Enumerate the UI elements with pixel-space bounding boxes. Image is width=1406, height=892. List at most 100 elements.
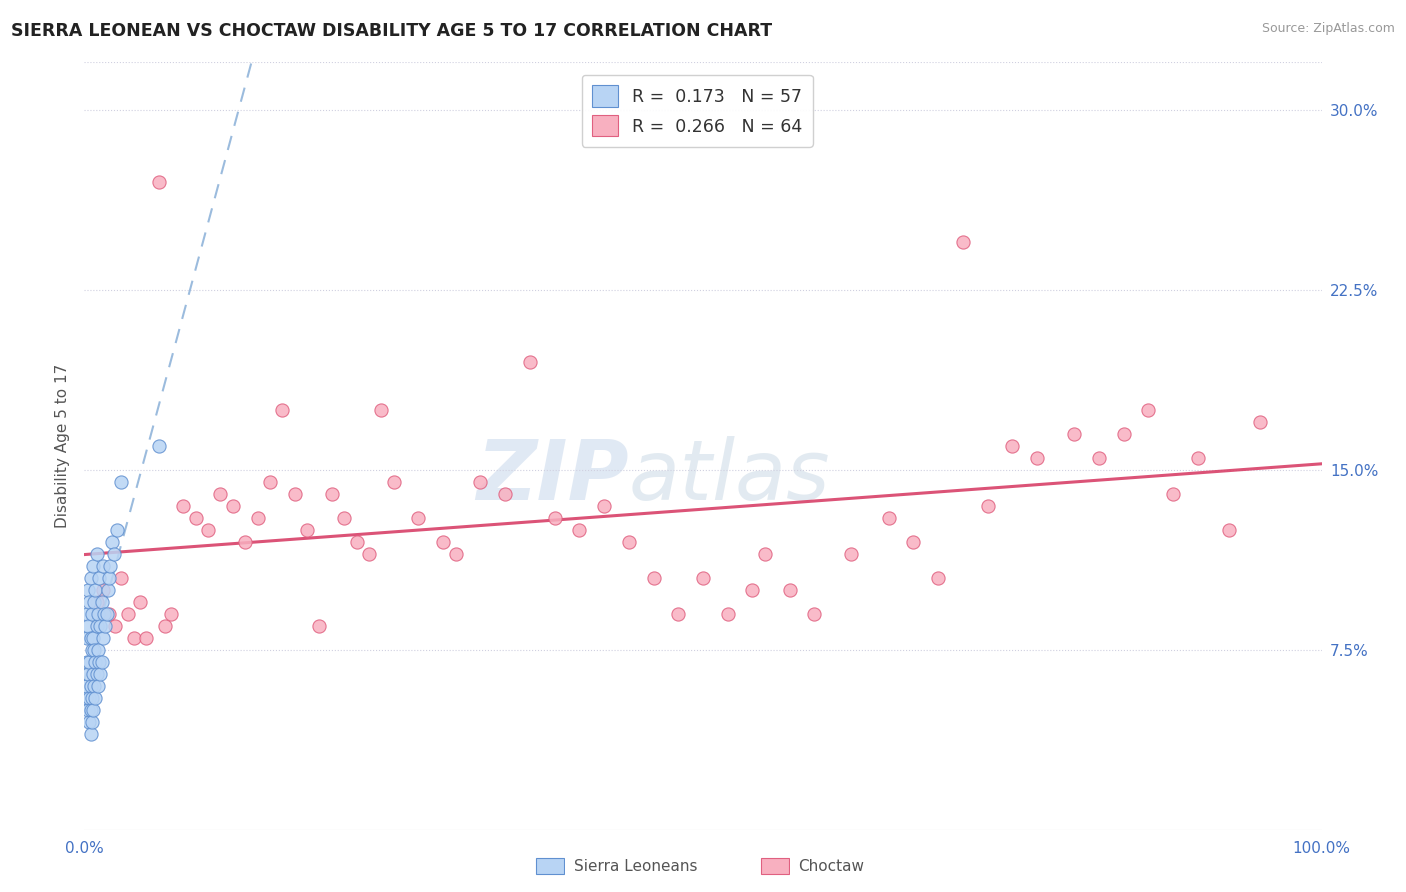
Point bbox=[97, 582, 120, 597]
Point bbox=[105, 523, 128, 537]
Point bbox=[741, 582, 763, 597]
Point bbox=[692, 571, 714, 585]
Point bbox=[80, 642, 103, 657]
Point bbox=[135, 631, 157, 645]
Point bbox=[519, 355, 541, 369]
Point bbox=[1063, 427, 1085, 442]
Point bbox=[90, 655, 112, 669]
Point bbox=[333, 511, 356, 525]
Point bbox=[432, 534, 454, 549]
Point bbox=[79, 679, 101, 693]
Point bbox=[82, 703, 104, 717]
Point bbox=[117, 607, 139, 621]
Point bbox=[1187, 450, 1209, 465]
Point bbox=[75, 679, 97, 693]
Point bbox=[77, 619, 100, 633]
Point bbox=[617, 534, 640, 549]
Point bbox=[82, 558, 104, 573]
Point bbox=[754, 547, 776, 561]
Point bbox=[82, 631, 104, 645]
Point bbox=[104, 619, 127, 633]
Point bbox=[148, 439, 170, 453]
Point bbox=[1026, 450, 1049, 465]
Point bbox=[408, 511, 430, 525]
Point bbox=[246, 511, 269, 525]
Point bbox=[83, 679, 105, 693]
Point bbox=[76, 607, 98, 621]
Point bbox=[233, 534, 256, 549]
Point bbox=[80, 690, 103, 705]
Point bbox=[77, 582, 100, 597]
Point bbox=[89, 619, 111, 633]
Point bbox=[84, 655, 107, 669]
Point bbox=[1088, 450, 1111, 465]
Point bbox=[79, 571, 101, 585]
Point bbox=[1137, 403, 1160, 417]
Point bbox=[222, 499, 245, 513]
Text: atlas: atlas bbox=[628, 436, 831, 517]
Point bbox=[98, 607, 121, 621]
Point bbox=[593, 499, 616, 513]
Point bbox=[952, 235, 974, 250]
Point bbox=[110, 475, 132, 489]
Point bbox=[91, 631, 114, 645]
Point bbox=[76, 631, 98, 645]
Point bbox=[98, 558, 121, 573]
Point bbox=[79, 631, 101, 645]
Point bbox=[271, 403, 294, 417]
Point bbox=[77, 703, 100, 717]
Point bbox=[79, 726, 101, 740]
Point bbox=[110, 571, 132, 585]
Point bbox=[122, 631, 145, 645]
Legend: R =  0.173   N = 57, R =  0.266   N = 64: R = 0.173 N = 57, R = 0.266 N = 64 bbox=[582, 75, 813, 147]
Point bbox=[86, 547, 108, 561]
Point bbox=[382, 475, 405, 489]
Bar bbox=[536, 858, 564, 874]
Text: Source: ZipAtlas.com: Source: ZipAtlas.com bbox=[1261, 22, 1395, 36]
Bar bbox=[761, 858, 789, 874]
Point bbox=[184, 511, 207, 525]
Point bbox=[295, 523, 318, 537]
Point bbox=[89, 655, 111, 669]
Point bbox=[927, 571, 949, 585]
Point bbox=[346, 534, 368, 549]
Point bbox=[284, 487, 307, 501]
Text: ZIP: ZIP bbox=[477, 436, 628, 517]
Point bbox=[1161, 487, 1184, 501]
Point bbox=[79, 655, 101, 669]
Point bbox=[470, 475, 492, 489]
Point bbox=[308, 619, 330, 633]
Point bbox=[444, 547, 467, 561]
Point bbox=[877, 511, 900, 525]
Point bbox=[370, 403, 392, 417]
Point bbox=[89, 666, 111, 681]
Point bbox=[841, 547, 863, 561]
Point bbox=[666, 607, 689, 621]
Y-axis label: Disability Age 5 to 17: Disability Age 5 to 17 bbox=[55, 364, 70, 528]
Point bbox=[153, 619, 176, 633]
Point bbox=[80, 714, 103, 729]
Point bbox=[83, 595, 105, 609]
Point bbox=[91, 558, 114, 573]
Point bbox=[77, 666, 100, 681]
Point bbox=[1001, 439, 1024, 453]
Point bbox=[643, 571, 665, 585]
Point bbox=[160, 607, 183, 621]
Point bbox=[903, 534, 925, 549]
Point bbox=[1112, 427, 1135, 442]
Point bbox=[87, 642, 110, 657]
Text: Sierra Leoneans: Sierra Leoneans bbox=[574, 859, 697, 873]
Point bbox=[86, 666, 108, 681]
Point bbox=[84, 690, 107, 705]
Point bbox=[79, 714, 101, 729]
Point bbox=[148, 175, 170, 189]
Point bbox=[321, 487, 343, 501]
Point bbox=[803, 607, 825, 621]
Point bbox=[80, 607, 103, 621]
Point bbox=[197, 523, 219, 537]
Point bbox=[87, 679, 110, 693]
Point bbox=[103, 547, 125, 561]
Point bbox=[357, 547, 380, 561]
Point bbox=[779, 582, 801, 597]
Point bbox=[94, 619, 117, 633]
